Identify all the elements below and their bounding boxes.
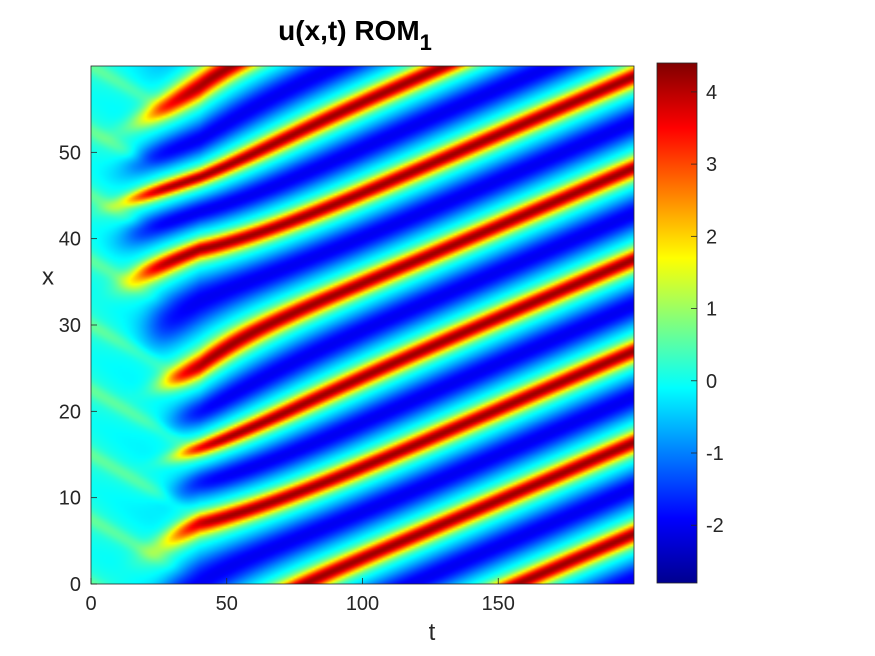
y-tick-label: 10 <box>59 488 81 510</box>
chart-title-subscript: 1 <box>420 30 432 55</box>
y-tick-label: 20 <box>59 401 81 423</box>
y-axis-ticks: 0 10 20 30 40 50 <box>59 142 97 596</box>
x-tick-label: 0 <box>85 593 96 615</box>
y-tick-label: 40 <box>59 229 81 251</box>
y-tick-label: 0 <box>70 574 81 596</box>
colorbar-tick-label: 1 <box>706 299 717 321</box>
colorbar-tick-label: 3 <box>706 154 717 176</box>
x-axis-ticks: 0 50 100 150 <box>85 578 515 615</box>
x-axis-label: t <box>429 619 436 646</box>
y-tick-label: 30 <box>59 315 81 337</box>
colorbar-tick-label: 0 <box>706 371 717 393</box>
chart-title-main: u(x,t) ROM <box>278 15 420 46</box>
colorbar-tick-label: 4 <box>706 82 717 104</box>
y-axis-label: x <box>42 263 54 290</box>
colorbar-tick-label: -1 <box>706 443 724 465</box>
colorbar-ticks: -2 -1 0 1 2 3 4 <box>691 82 724 537</box>
colorbar-tick-label: 2 <box>706 226 717 248</box>
x-tick-label: 100 <box>346 593 379 615</box>
x-tick-label: 50 <box>216 593 238 615</box>
colorbar-gradient <box>656 62 698 584</box>
chart-title: u(x,t) ROM1 <box>278 15 432 55</box>
colorbar: -2 -1 0 1 2 3 4 <box>656 62 724 584</box>
heatmap-plot-area <box>91 66 634 584</box>
x-tick-label: 150 <box>482 593 515 615</box>
y-tick-label: 50 <box>59 142 81 164</box>
heatmap-image <box>91 66 634 584</box>
colorbar-tick-label: -2 <box>706 515 724 537</box>
